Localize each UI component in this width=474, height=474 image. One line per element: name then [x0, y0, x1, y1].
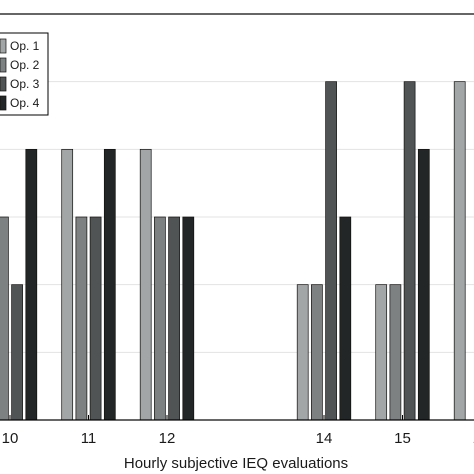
x-tick-label: 16: [473, 430, 474, 447]
legend-label: Op. 4: [10, 96, 40, 110]
bar-op-2-hour-14: [311, 284, 323, 421]
legend-label: Op. 1: [10, 39, 40, 53]
x-tick-label: 10: [2, 430, 19, 447]
bar-op-2-hour-12: [154, 216, 166, 421]
bar-op-1-hour-14: [296, 284, 309, 421]
bar-op-3-hour-12: [168, 216, 180, 421]
bar-op-1-hour-12: [139, 148, 152, 421]
bar-op-1-hour-16: [453, 81, 466, 421]
x-ticks: 10 11 12 14 15 16: [2, 415, 474, 447]
bar-op-3-hour-15: [403, 81, 416, 421]
legend-box: [0, 32, 49, 116]
bar-op-3-hour-14: [325, 81, 337, 421]
legend-swatch: [0, 38, 7, 54]
x-tick-label: 14: [316, 430, 333, 447]
legend-swatch: [0, 95, 7, 111]
bar-op-4-hour-12: [182, 216, 195, 421]
x-tick-label: 15: [394, 430, 411, 447]
legend-label: Op. 3: [10, 77, 40, 91]
bar-op-1-hour-15: [375, 284, 388, 421]
bar-op-4-hour-14: [339, 216, 352, 421]
bar-op-2-hour-15: [389, 284, 402, 421]
bars: [0, 81, 466, 421]
bar-op-1-hour-11: [61, 148, 74, 421]
x-tick-label: 11: [81, 430, 97, 447]
bar-op-2-hour-10: [0, 216, 9, 421]
plot-frame: [0, 13, 474, 421]
legend-label: Op. 2: [10, 58, 40, 72]
legend-swatch: [0, 76, 7, 92]
x-tick-label: 12: [159, 430, 176, 447]
legend-swatch: [0, 57, 7, 73]
bar-op-3-hour-10: [11, 284, 23, 421]
x-axis-label: Hourly subjective IEQ evaluations: [124, 455, 348, 472]
bar-op-4-hour-15: [417, 148, 430, 421]
legend: Op. 1 Op. 2 Op. 3 Op. 4: [0, 32, 49, 116]
bar-op-3-hour-11: [89, 216, 102, 421]
bar-op-2-hour-11: [75, 216, 88, 421]
bar-op-4-hour-11: [103, 148, 116, 421]
bar-op-4-hour-10: [25, 148, 38, 421]
